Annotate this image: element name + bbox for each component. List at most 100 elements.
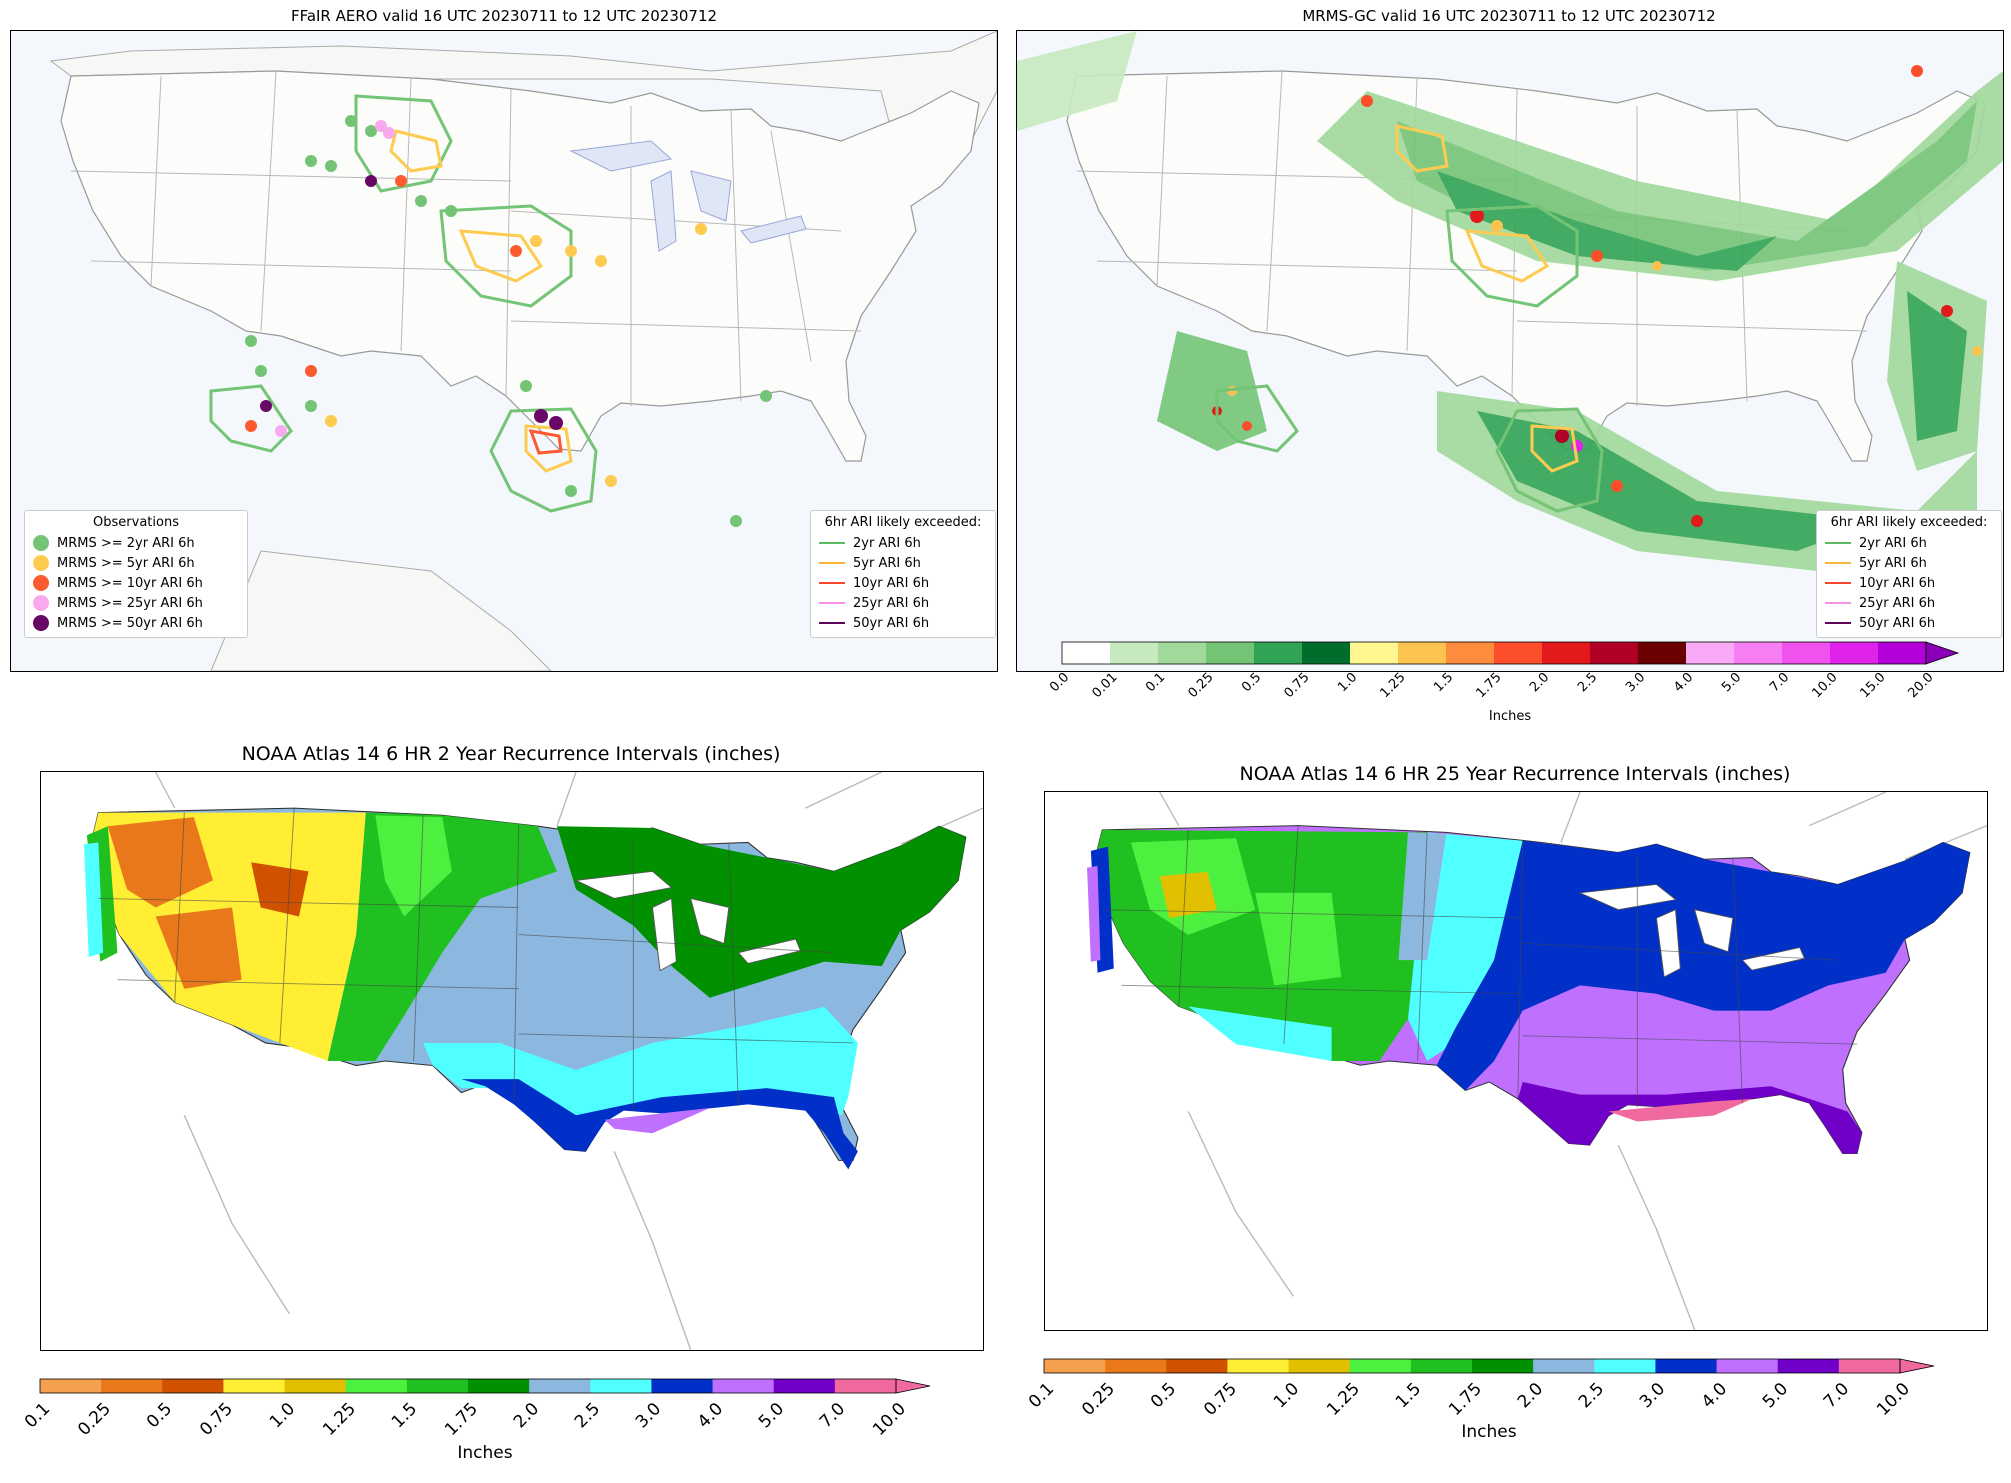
mrms-title: MRMS-GC valid 16 UTC 20230711 to 12 UTC … xyxy=(1302,7,1716,25)
legend-label: MRMS >= 2yr ARI 6h xyxy=(57,535,195,551)
legend-dot xyxy=(33,575,49,591)
colorbar-swatch xyxy=(1350,642,1399,664)
mrms-colorbar: 0.0 0.01 0.1 0.25 0.5 0.75 1.0 1.25 1.5 1.75 2.0 2.… xyxy=(1047,641,1960,701)
colorbar-swatch xyxy=(1410,1359,1473,1373)
colorbar-swatch xyxy=(1062,642,1111,664)
colorbar-swatch xyxy=(1398,642,1447,664)
colorbar-tick-label: 1.5 xyxy=(1431,670,1457,696)
colorbar-tick-label: 1.25 xyxy=(1322,1379,1364,1420)
colorbar-swatch xyxy=(1110,642,1159,664)
ffair-obs-legend: Observations MRMS >= 2yr ARI 6h MRMS >= … xyxy=(24,510,248,638)
colorbar-tick-label: 0.75 xyxy=(196,1399,238,1440)
colorbar-tick-label: 0.1 xyxy=(1024,1379,1059,1413)
colorbar-tick-label: 3.0 xyxy=(632,1399,666,1433)
colorbar-swatch xyxy=(529,1379,591,1393)
colorbar-tick-label: 5.0 xyxy=(1758,1379,1792,1413)
legend-line xyxy=(819,582,845,584)
colorbar-tick-label: 3.0 xyxy=(1623,670,1649,696)
colorbar-tick-label: 4.0 xyxy=(693,1399,727,1433)
colorbar-swatch xyxy=(1777,1359,1840,1373)
colorbar-tick-label: 0.25 xyxy=(74,1399,116,1440)
colorbar-tick-label: 0.0 xyxy=(1047,670,1073,696)
atlas2-colorbar-label: Inches xyxy=(457,1443,513,1463)
ffair-title: FFaIR AERO valid 16 UTC 20230711 to 12 U… xyxy=(290,7,718,25)
legend-label: 10yr ARI 6h xyxy=(1859,575,1936,591)
colorbar-extend-arrow xyxy=(1899,1358,1935,1374)
colorbar-tick-label: 10.0 xyxy=(1873,1379,1915,1420)
legend-label: MRMS >= 5yr ARI 6h xyxy=(57,555,195,571)
colorbar-swatch xyxy=(1288,1359,1351,1373)
colorbar-tick-label: 1.75 xyxy=(1445,1379,1487,1420)
colorbar-swatch xyxy=(1254,642,1303,664)
legend-entry: 10yr ARI 6h xyxy=(1825,573,1993,593)
legend-entry: MRMS >= 25yr ARI 6h xyxy=(33,593,239,613)
colorbar-swatch xyxy=(1830,642,1879,664)
legend-label: 25yr ARI 6h xyxy=(853,595,930,611)
colorbar-swatch xyxy=(406,1379,469,1393)
colorbar-swatch xyxy=(1446,642,1495,664)
colorbar-swatch xyxy=(1782,642,1831,664)
colorbar-swatch xyxy=(1590,642,1639,664)
legend-dot xyxy=(33,595,49,611)
legend-line xyxy=(1825,562,1851,564)
atlas2-title: NOAA Atlas 14 6 HR 2 Year Recurrence Int… xyxy=(241,743,781,765)
legend-label: 5yr ARI 6h xyxy=(1859,555,1927,571)
colorbar-swatch xyxy=(1494,642,1543,664)
legend-label: MRMS >= 10yr ARI 6h xyxy=(57,575,203,591)
colorbar-swatch xyxy=(1655,1359,1718,1373)
colorbar-swatch xyxy=(834,1379,897,1393)
colorbar-extend-arrow xyxy=(1925,641,1960,665)
legend-label: 5yr ARI 6h xyxy=(853,555,921,571)
legend-label: MRMS >= 25yr ARI 6h xyxy=(57,595,203,611)
colorbar-tick-label: 2.0 xyxy=(1514,1379,1548,1413)
colorbar-tick-label: 1.75 xyxy=(1473,670,1505,702)
legend-entry: 50yr ARI 6h xyxy=(819,613,987,633)
legend-entry: 5yr ARI 6h xyxy=(819,553,987,573)
colorbar-tick-label: 0.01 xyxy=(1089,670,1121,702)
colorbar-swatch xyxy=(345,1379,408,1393)
legend-entry: MRMS >= 2yr ARI 6h xyxy=(33,533,239,553)
colorbar-tick-label: 2.5 xyxy=(1575,670,1601,696)
colorbar-tick-label: 1.75 xyxy=(441,1399,483,1440)
legend-label: 50yr ARI 6h xyxy=(853,615,930,631)
colorbar-swatch xyxy=(773,1379,836,1393)
legend-entry: 25yr ARI 6h xyxy=(819,593,987,613)
colorbar-tick-label: 2.5 xyxy=(571,1399,605,1433)
colorbar-swatch xyxy=(1734,642,1783,664)
colorbar-swatch xyxy=(1227,1359,1290,1373)
colorbar-swatch xyxy=(40,1379,102,1393)
legend-entry: 50yr ARI 6h xyxy=(1825,613,1993,633)
colorbar-tick-label: 0.1 xyxy=(20,1399,55,1433)
colorbar-swatch xyxy=(223,1379,286,1393)
colorbar-swatch xyxy=(1542,642,1591,664)
colorbar-swatch xyxy=(1838,1359,1901,1373)
colorbar-tick-label: 1.0 xyxy=(1269,1379,1303,1413)
atlas25-colorbar: 0.1 0.25 0.5 0.75 1.0 1.25 1.5 1.75 2.0 2.5 3.0 4.0… xyxy=(1025,1358,1935,1420)
colorbar-tick-label: 0.75 xyxy=(1281,670,1313,702)
colorbar-tick-label: 0.25 xyxy=(1078,1379,1120,1420)
colorbar-extend-arrow xyxy=(895,1378,931,1394)
colorbar-swatch xyxy=(284,1379,347,1393)
mrms-colorbar-label: Inches xyxy=(1488,709,1532,724)
colorbar-swatch xyxy=(651,1379,714,1393)
legend-entry: MRMS >= 5yr ARI 6h xyxy=(33,553,239,573)
colorbar-tick-label: 4.0 xyxy=(1671,670,1697,696)
atlas2-colorbar: 0.1 0.25 0.5 0.75 1.0 1.25 1.5 1.75 2.0 2.5 3.0 4.0… xyxy=(21,1378,931,1440)
colorbar-swatch xyxy=(1158,642,1207,664)
colorbar-tick-label: 15.0 xyxy=(1857,670,1889,702)
legend-label: 50yr ARI 6h xyxy=(1859,615,1936,631)
colorbar-svg xyxy=(39,1378,931,1394)
colorbar-swatch xyxy=(1638,642,1687,664)
colorbar-tick-label: 0.5 xyxy=(1239,670,1265,696)
legend-entry: 25yr ARI 6h xyxy=(1825,593,1993,613)
colorbar-tick-label: 0.75 xyxy=(1200,1379,1242,1420)
colorbar-svg xyxy=(1043,1358,1935,1374)
colorbar-frame xyxy=(39,1378,897,1394)
ffair-ari-legend: 6hr ARI likely exceeded: 2yr ARI 6h 5yr … xyxy=(810,510,996,638)
colorbar-tick-label: 1.5 xyxy=(387,1399,422,1433)
colorbar-tick-label: 1.25 xyxy=(1377,670,1409,702)
atlas25-map[interactable] xyxy=(1044,791,1988,1331)
legend-entry: 5yr ARI 6h xyxy=(1825,553,1993,573)
atlas2-map[interactable] xyxy=(40,771,984,1351)
legend-entry: 2yr ARI 6h xyxy=(1825,533,1993,553)
